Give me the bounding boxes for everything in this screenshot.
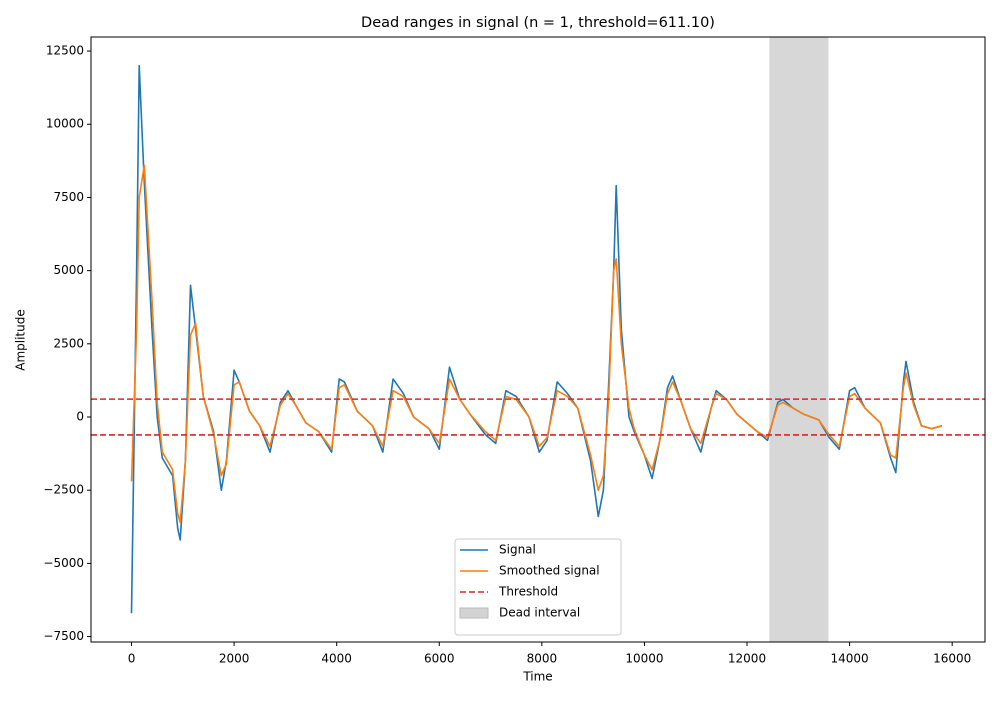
x-tick-label: 2000 [219, 652, 250, 666]
y-tick-label: 10000 [46, 117, 84, 131]
x-tick-label: 12000 [728, 652, 766, 666]
legend-box [454, 538, 622, 636]
x-tick-label: 16000 [933, 652, 971, 666]
x-tick-label: 4000 [321, 652, 352, 666]
x-tick-label: 8000 [527, 652, 558, 666]
y-tick-label: −7500 [43, 629, 84, 643]
x-tick-label: 6000 [424, 652, 455, 666]
series-line [130, 164, 943, 524]
y-tick-label: −2500 [43, 483, 84, 497]
y-axis-label: Amplitude [14, 309, 28, 371]
legend-label: Dead interval [499, 606, 580, 620]
legend-label: Smoothed signal [499, 564, 600, 578]
legend-label: Signal [499, 543, 536, 557]
y-tick-label: 2500 [53, 336, 84, 350]
x-axis-label: Time [522, 670, 552, 684]
y-tick-label: 12500 [46, 44, 84, 58]
x-tick-label: 10000 [625, 652, 663, 666]
plot-frame [90, 36, 986, 643]
y-tick-label: 5000 [53, 263, 84, 277]
y-tick-label: −5000 [43, 556, 84, 570]
legend-label: Threshold [498, 585, 558, 599]
x-tick-label: 14000 [830, 652, 868, 666]
y-tick-label: 0 [76, 410, 84, 424]
chart-title: Dead ranges in signal (n = 1, threshold=… [361, 15, 715, 31]
y-tick-label: 7500 [53, 190, 84, 204]
x-tick-label: 0 [128, 652, 136, 666]
legend-swatch [459, 607, 489, 619]
dead-interval [769, 37, 829, 642]
